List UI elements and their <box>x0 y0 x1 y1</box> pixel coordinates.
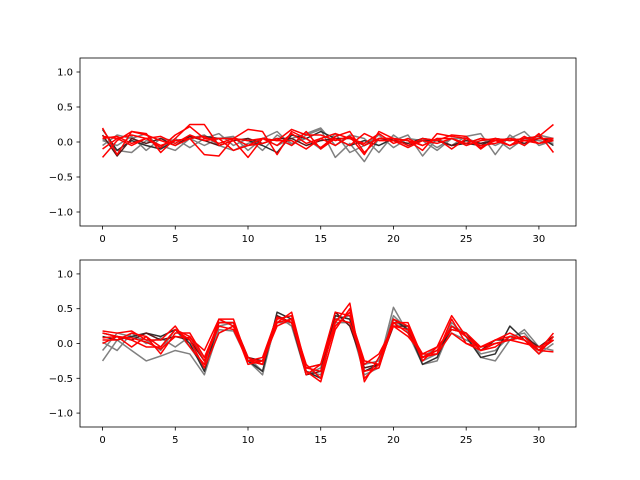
x-tick-label: 10 <box>242 435 255 446</box>
x-tick-label: 30 <box>533 234 546 245</box>
series-line-9 <box>102 130 554 150</box>
subplot-2: 0 5 10 15 20 25 30 −1.0 −0.5 0.0 0.5 1.0 <box>49 259 577 446</box>
y-tick-label: −0.5 <box>49 374 73 385</box>
series-line-6 <box>102 302 554 383</box>
x-tick-label: 15 <box>314 234 327 245</box>
x-tick-label: 25 <box>460 435 473 446</box>
y-tick-label: −1.0 <box>49 409 73 420</box>
x-tick-label: 5 <box>172 435 178 446</box>
x-tick-label: 20 <box>387 234 400 245</box>
y-tick-label: 1.0 <box>57 68 73 79</box>
series-group <box>101 123 555 163</box>
x-tick-label: 0 <box>99 435 105 446</box>
x-tick-label: 15 <box>314 435 327 446</box>
y-tick-label: 0.5 <box>57 103 73 114</box>
x-tick-label: 30 <box>533 435 546 446</box>
y-tick-label: 0.0 <box>57 138 73 149</box>
series-line-7 <box>102 307 555 383</box>
series-line-10 <box>102 132 554 147</box>
x-tick-label: 5 <box>172 234 178 245</box>
y-tick-label: −0.5 <box>49 173 73 184</box>
y-tick-label: 0.5 <box>57 304 73 315</box>
subplot-1: 0 5 10 15 20 25 30 −1.0 −0.5 0.0 0.5 1.0 <box>49 57 577 245</box>
series-line-8 <box>102 125 554 152</box>
y-tick-label: 0.0 <box>57 339 73 350</box>
series-line-10 <box>102 311 554 373</box>
x-tick-label: 20 <box>387 435 400 446</box>
series-group <box>101 302 555 383</box>
y-tick-label: −1.0 <box>49 208 73 219</box>
x-tick-label: 25 <box>460 234 473 245</box>
x-tick-label: 10 <box>242 234 255 245</box>
x-tick-label: 0 <box>99 234 105 245</box>
y-tick-label: 1.0 <box>57 269 73 280</box>
